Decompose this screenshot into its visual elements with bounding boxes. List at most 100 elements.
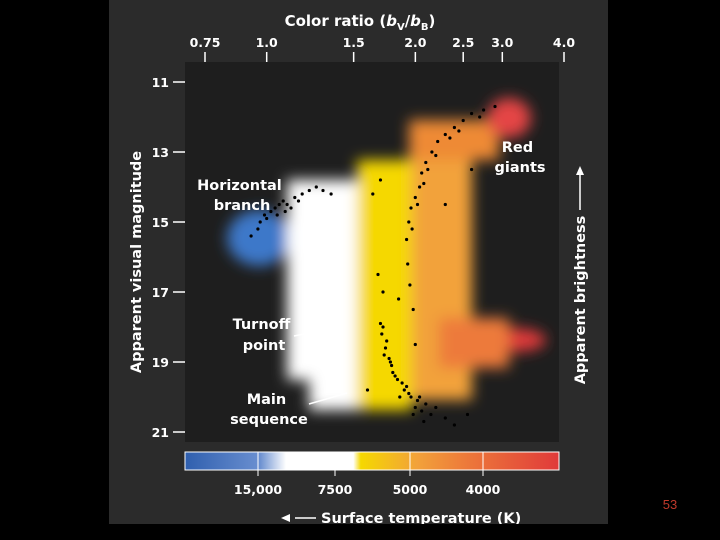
- star-point: [300, 192, 304, 196]
- star-point: [478, 115, 482, 119]
- star-point: [415, 202, 420, 207]
- star-point: [443, 416, 447, 420]
- star-point: [321, 188, 325, 193]
- temperature-tick-label: 5000: [393, 482, 428, 497]
- star-point: [409, 395, 413, 399]
- star-point: [314, 185, 318, 189]
- top-tick-label: 4.0: [553, 35, 575, 50]
- star-point: [262, 213, 267, 217]
- star-point: [452, 423, 456, 427]
- star-point: [457, 129, 461, 133]
- bottom-axis-label: Surface temperature (K): [321, 511, 521, 524]
- temperature-tick-label: 4000: [466, 482, 501, 497]
- star-point: [413, 405, 417, 410]
- star-point: [413, 195, 417, 200]
- star-point: [376, 272, 380, 277]
- star-point: [269, 209, 273, 214]
- top-tick-label: 2.0: [404, 35, 426, 50]
- star-point: [443, 132, 447, 137]
- star-point: [420, 171, 424, 175]
- star-point: [407, 220, 411, 224]
- star-point: [482, 108, 486, 112]
- top-tick-label: 1.5: [343, 35, 365, 50]
- star-point: [410, 227, 414, 231]
- star-point: [413, 342, 417, 347]
- top-tick-label: 0.75: [190, 35, 221, 50]
- hr-diagram-figure: Color ratio (bV/bB) 0.75 1.0 1.5 2.0 2.5 3.0 4…: [109, 0, 608, 524]
- temperature-tick-label: 15,000: [234, 482, 283, 497]
- top-axis-ticks: 0.75 1.0 1.5 2.0 2.5 3.0 4.0: [190, 35, 575, 62]
- star-point: [289, 206, 293, 210]
- star-point: [424, 402, 428, 406]
- star-point: [418, 185, 422, 189]
- star-point: [273, 206, 277, 210]
- star-point: [380, 332, 384, 336]
- horizontal-branch-label: Horizontal branch: [197, 178, 287, 214]
- star-point: [378, 178, 383, 182]
- temperature-color-bar: [184, 451, 560, 471]
- y-tick-label: 21: [152, 425, 169, 440]
- star-point: [418, 395, 422, 399]
- star-point: [249, 234, 253, 238]
- top-tick-label: 2.5: [452, 35, 474, 50]
- star-point: [293, 195, 297, 200]
- star-point: [465, 412, 470, 417]
- star-point: [387, 356, 391, 361]
- star-point: [388, 360, 392, 364]
- star-point: [452, 125, 456, 130]
- star-point: [398, 395, 402, 399]
- star-point: [424, 160, 428, 165]
- brightness-arrowhead: [576, 166, 584, 175]
- star-point: [411, 412, 415, 417]
- y-tick-label: 11: [152, 75, 169, 90]
- star-point: [385, 339, 389, 343]
- main-sequence-pointer: [308, 392, 348, 405]
- star-point: [422, 419, 426, 424]
- star-point: [395, 377, 400, 382]
- star-point: [400, 381, 404, 385]
- star-point: [382, 353, 386, 357]
- star-point: [329, 192, 333, 196]
- star-point: [426, 167, 430, 172]
- star-point: [381, 325, 385, 329]
- star-point: [275, 213, 279, 217]
- star-point: [390, 363, 394, 368]
- star-point: [277, 202, 281, 207]
- star-point: [281, 199, 285, 203]
- star-point: [434, 153, 438, 158]
- star-point: [397, 297, 401, 301]
- turnoff-pointer: [293, 327, 336, 337]
- star-point: [378, 321, 383, 326]
- temperature-regions: [227, 98, 546, 410]
- star-point: [307, 188, 311, 193]
- star-point: [371, 192, 375, 196]
- star-point: [405, 384, 409, 389]
- temperature-ticks: 15,000 7500 5000 4000: [234, 452, 501, 497]
- y-axis-ticks: 11 13 15 17 19 21: [152, 75, 185, 440]
- turnoff-point-label: Turnoff point: [233, 317, 296, 354]
- temperature-tick-label: 7500: [318, 482, 353, 497]
- star-point: [285, 202, 289, 207]
- star-point: [470, 167, 474, 172]
- star-point: [422, 181, 426, 186]
- star-point: [283, 209, 287, 214]
- temperature-arrowhead: [281, 514, 290, 522]
- star-point: [258, 220, 262, 224]
- star-point: [256, 227, 260, 231]
- star-point: [405, 237, 409, 242]
- star-point: [429, 412, 433, 417]
- star-point: [406, 262, 410, 266]
- star-point: [443, 202, 447, 207]
- y-tick-label: 19: [152, 355, 169, 370]
- star-point: [411, 307, 415, 312]
- star-point: [402, 388, 406, 392]
- star-point: [470, 111, 474, 116]
- y-tick-label: 17: [152, 285, 169, 300]
- top-axis-label: Color ratio (bV/bB): [285, 12, 436, 33]
- star-point: [409, 206, 413, 210]
- top-tick-label: 3.0: [491, 35, 513, 50]
- star-point: [434, 405, 438, 410]
- top-tick-label: 1.0: [256, 35, 278, 50]
- y-axis-label: Apparent visual magnitude: [129, 151, 145, 373]
- star-point: [393, 374, 397, 378]
